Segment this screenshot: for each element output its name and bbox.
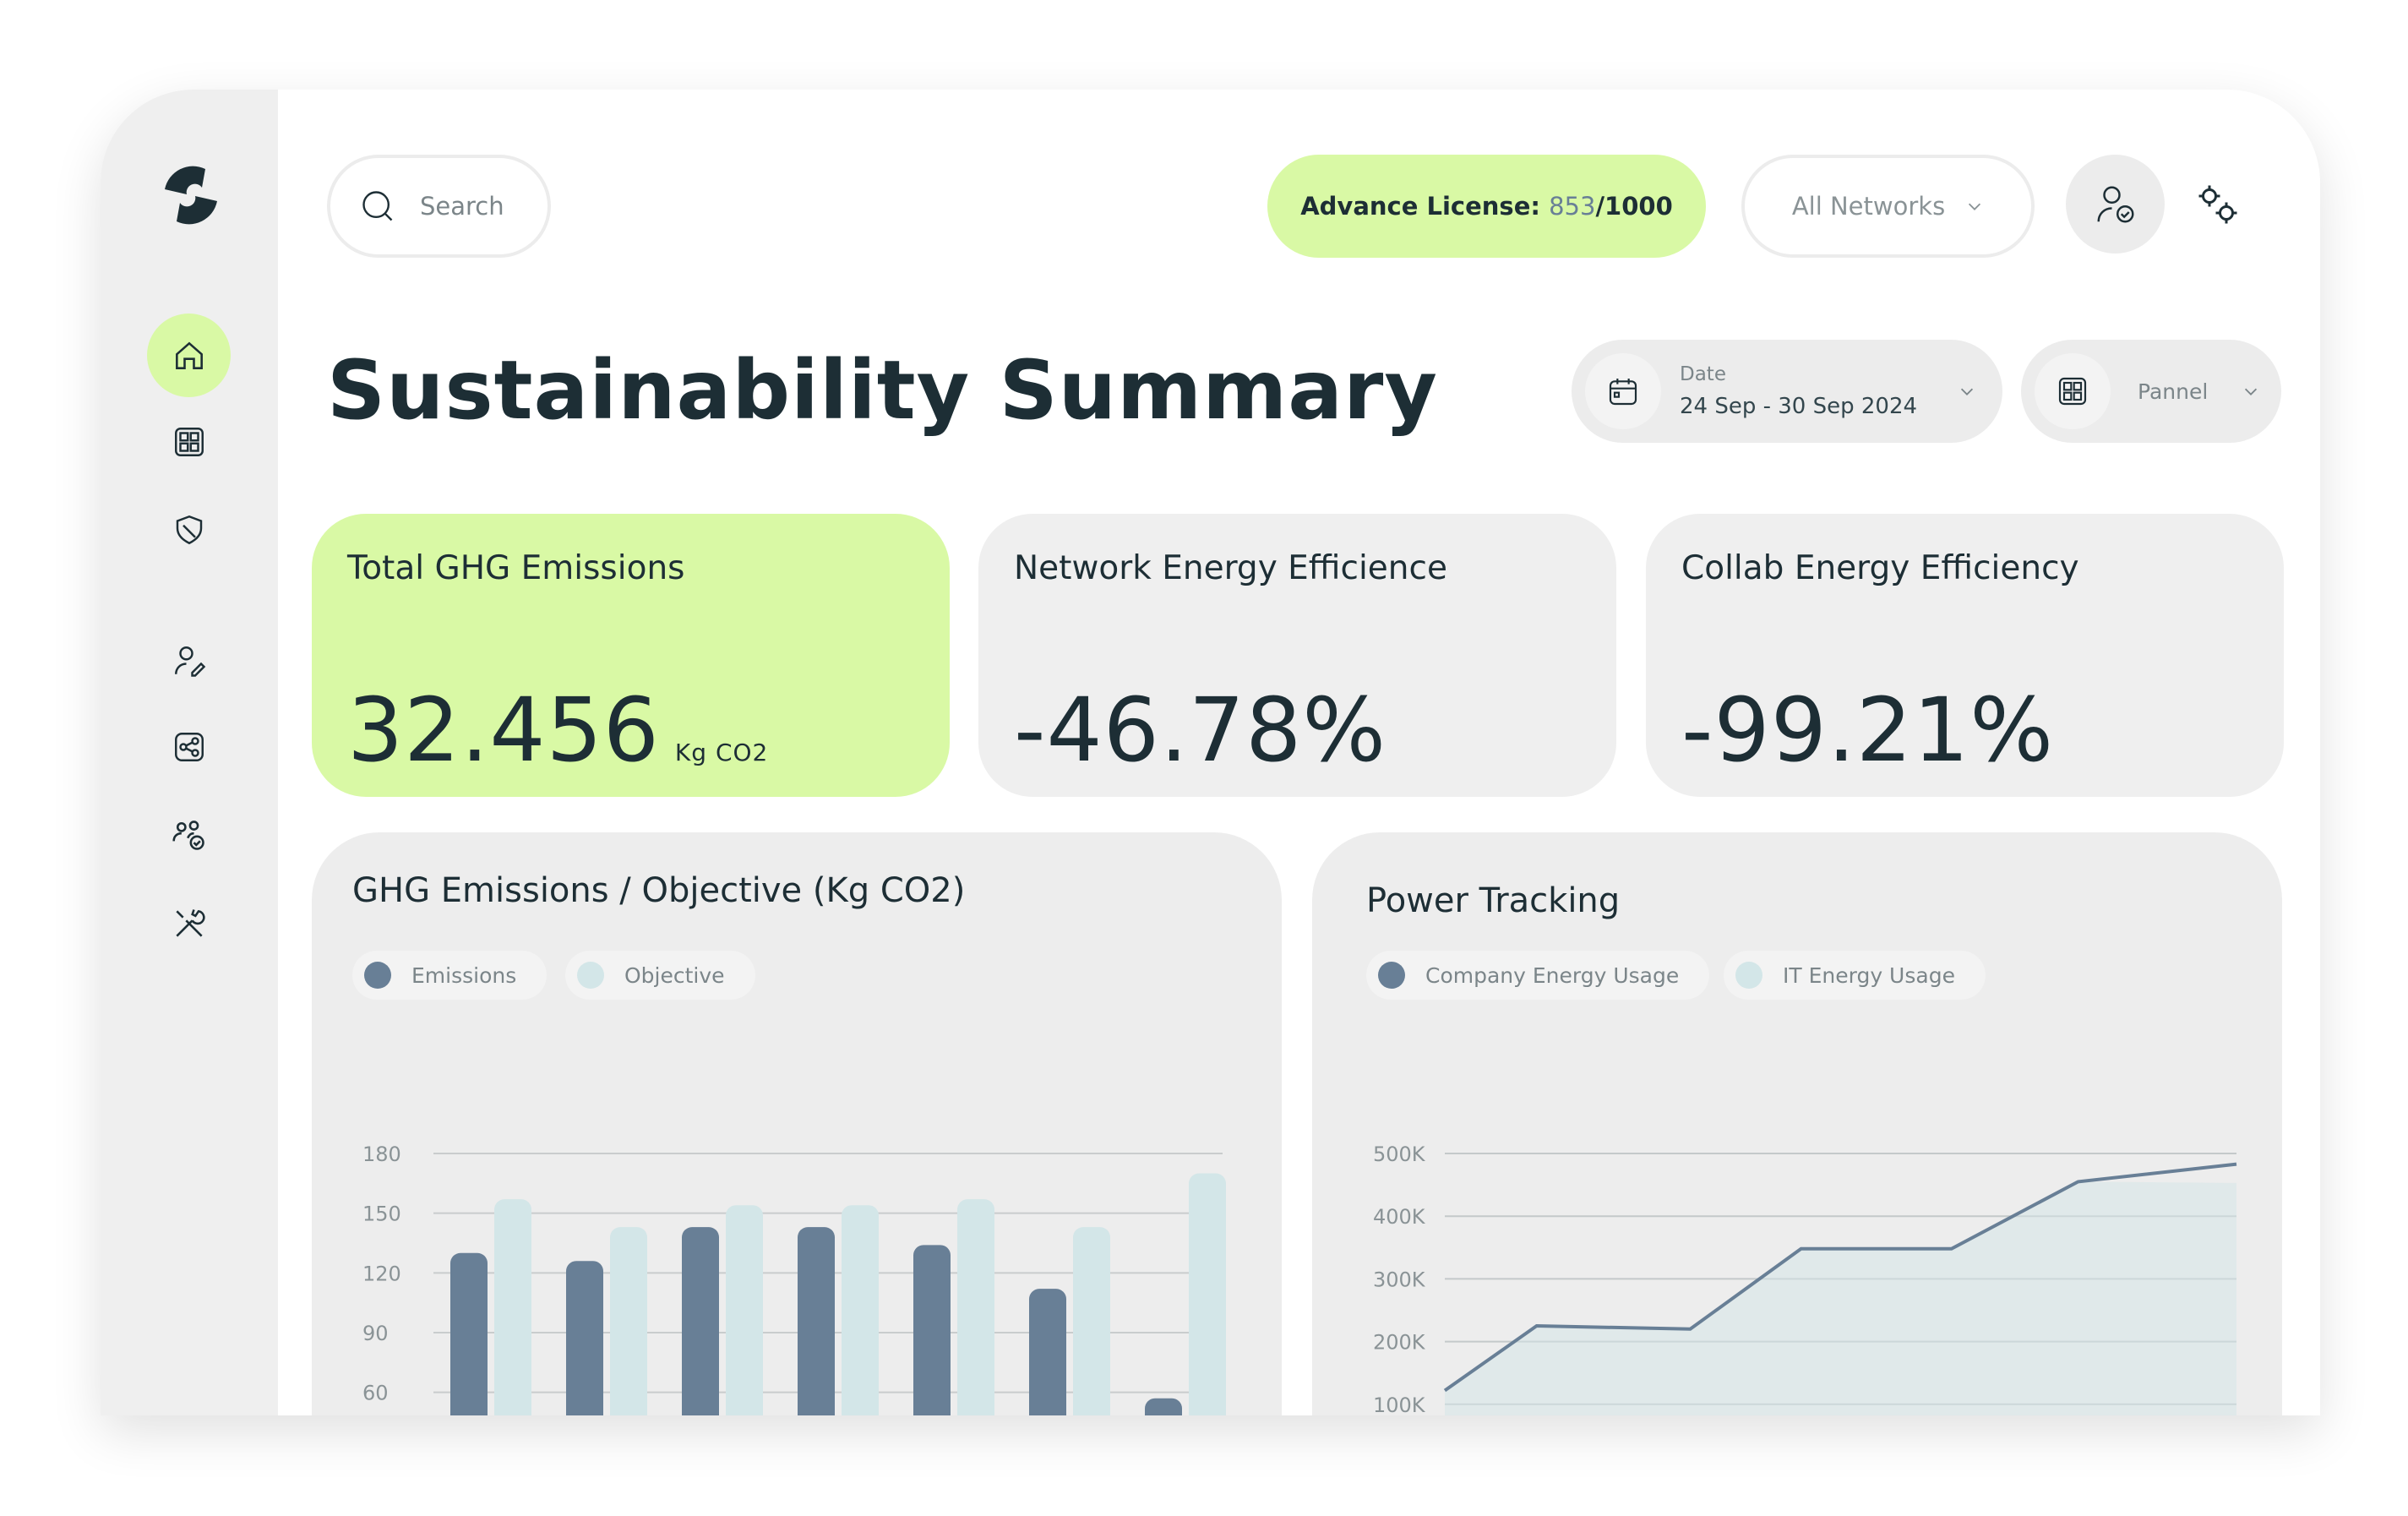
y-tick-label: 200K bbox=[1373, 1331, 1426, 1355]
app-window: Search Advance License: 853/1000 All Net… bbox=[101, 90, 2320, 1415]
shield-icon bbox=[176, 515, 203, 545]
legend-company[interactable]: Company Energy Usage bbox=[1366, 951, 1710, 1000]
y-tick-label: 60 bbox=[362, 1382, 389, 1405]
area-it-energy bbox=[1445, 1181, 2236, 1415]
kpi-label: Network Energy Efficience bbox=[1014, 549, 1447, 587]
settings-gears-icon[interactable] bbox=[2193, 179, 2243, 230]
y-tick-label: 500K bbox=[1373, 1142, 1426, 1166]
tools-icon bbox=[176, 909, 205, 937]
bar-emissions bbox=[566, 1261, 603, 1415]
bar-objective bbox=[1073, 1227, 1110, 1415]
user-check-icon bbox=[2097, 186, 2133, 222]
y-tick-label: 300K bbox=[1373, 1268, 1426, 1291]
legend-it[interactable]: IT Energy Usage bbox=[1724, 951, 1986, 1000]
chart-title: Power Tracking bbox=[1366, 881, 1621, 920]
date-picker[interactable]: Date 24 Sep - 30 Sep 2024 bbox=[1572, 340, 2002, 443]
legend-label: Objective bbox=[624, 962, 725, 988]
calendar-icon bbox=[1609, 379, 1637, 406]
legend-label: Company Energy Usage bbox=[1425, 962, 1680, 988]
bar-objective bbox=[1189, 1173, 1226, 1415]
logo-icon bbox=[165, 166, 217, 225]
bar-objective bbox=[842, 1205, 879, 1415]
kpi-label: Collab Energy Efficiency bbox=[1681, 549, 2079, 587]
bar-emissions bbox=[682, 1227, 719, 1415]
y-tick-label: 90 bbox=[362, 1322, 389, 1345]
bar-objective bbox=[610, 1227, 647, 1415]
share-icon bbox=[175, 733, 204, 761]
kpi-value: 32.456 Kg CO2 bbox=[347, 679, 768, 782]
sidebar-item-users[interactable] bbox=[152, 798, 226, 872]
search-placeholder: Search bbox=[420, 192, 504, 221]
users-check-icon bbox=[172, 821, 204, 850]
bar-emissions bbox=[1145, 1398, 1182, 1415]
bar-emissions bbox=[1029, 1289, 1066, 1415]
date-value: 24 Sep - 30 Sep 2024 bbox=[1680, 394, 1918, 419]
y-tick-label: 120 bbox=[362, 1262, 401, 1285]
license-badge[interactable]: Advance License: 853/1000 bbox=[1267, 155, 1706, 258]
chevron-down-icon bbox=[1969, 203, 1981, 210]
network-select-value: All Networks bbox=[1791, 192, 1946, 221]
kpi-number: 32.456 bbox=[347, 679, 660, 782]
kpi-label: Total GHG Emissions bbox=[347, 549, 685, 587]
page-title: Sustainability Summary bbox=[327, 343, 1438, 438]
kpi-card-collab: Collab Energy Efficiency -99.21% bbox=[1646, 514, 2284, 797]
chevron-down-icon bbox=[2245, 388, 2258, 395]
legend-swatch bbox=[1378, 962, 1405, 989]
date-label: Date bbox=[1680, 363, 1726, 385]
bar-emissions bbox=[913, 1245, 951, 1415]
license-label: Advance License: bbox=[1300, 192, 1540, 221]
y-tick-label: 180 bbox=[362, 1142, 401, 1166]
legend-swatch bbox=[364, 962, 391, 989]
network-select[interactable]: All Networks bbox=[1741, 155, 2035, 258]
bar-emissions bbox=[450, 1252, 488, 1415]
search-input[interactable]: Search bbox=[327, 155, 551, 258]
line-company-energy bbox=[1443, 1162, 2237, 1393]
y-tick-label: 400K bbox=[1373, 1205, 1426, 1229]
legend-swatch bbox=[1735, 962, 1762, 989]
sidebar-item-home[interactable] bbox=[147, 314, 231, 397]
legend-objective[interactable]: Objective bbox=[565, 951, 755, 1000]
legend-emissions[interactable]: Emissions bbox=[352, 951, 548, 1000]
panel-select[interactable]: Pannel bbox=[2021, 340, 2281, 443]
ghg-chart-card: GHG Emissions / Objective (Kg CO2) Emiss… bbox=[312, 832, 1282, 1415]
kpi-card-network: Network Energy Efficience -46.78% bbox=[978, 514, 1616, 797]
bar-objective bbox=[957, 1199, 994, 1415]
license-used: 853 bbox=[1549, 192, 1596, 221]
sidebar-item-share[interactable] bbox=[152, 710, 226, 784]
grid-icon bbox=[2058, 377, 2087, 406]
sidebar-item-shield[interactable] bbox=[152, 493, 226, 567]
home-icon bbox=[175, 341, 203, 369]
legend-swatch bbox=[577, 962, 604, 989]
power-chart-card: Power Tracking Company Energy Usage IT E… bbox=[1312, 832, 2282, 1415]
bar-objective bbox=[494, 1199, 531, 1415]
kpi-value: -46.78% bbox=[1014, 679, 1387, 782]
y-tick-label: 100K bbox=[1373, 1393, 1426, 1415]
panel-label: Pannel bbox=[2138, 379, 2209, 404]
chart-title: GHG Emissions / Objective (Kg CO2) bbox=[352, 871, 966, 910]
license-total: /1000 bbox=[1595, 192, 1673, 221]
legend-label: IT Energy Usage bbox=[1783, 962, 1955, 988]
chevron-down-icon bbox=[1960, 388, 1974, 395]
profile-button[interactable] bbox=[2066, 155, 2165, 254]
sidebar-item-user-edit[interactable] bbox=[152, 624, 226, 698]
search-icon bbox=[362, 191, 393, 221]
y-tick-label: 150 bbox=[362, 1202, 401, 1226]
bar-objective bbox=[726, 1205, 763, 1415]
bar-emissions bbox=[798, 1227, 835, 1415]
sidebar-item-dashboard[interactable] bbox=[152, 405, 226, 479]
kpi-value: -99.21% bbox=[1681, 679, 2055, 782]
sidebar bbox=[101, 90, 278, 1415]
grid-icon bbox=[175, 428, 204, 456]
kpi-unit: Kg CO2 bbox=[674, 739, 769, 766]
kpi-card-ghg: Total GHG Emissions 32.456 Kg CO2 bbox=[312, 514, 950, 797]
sidebar-item-tools[interactable] bbox=[152, 886, 226, 961]
legend-label: Emissions bbox=[411, 962, 517, 988]
user-edit-icon bbox=[175, 646, 206, 677]
